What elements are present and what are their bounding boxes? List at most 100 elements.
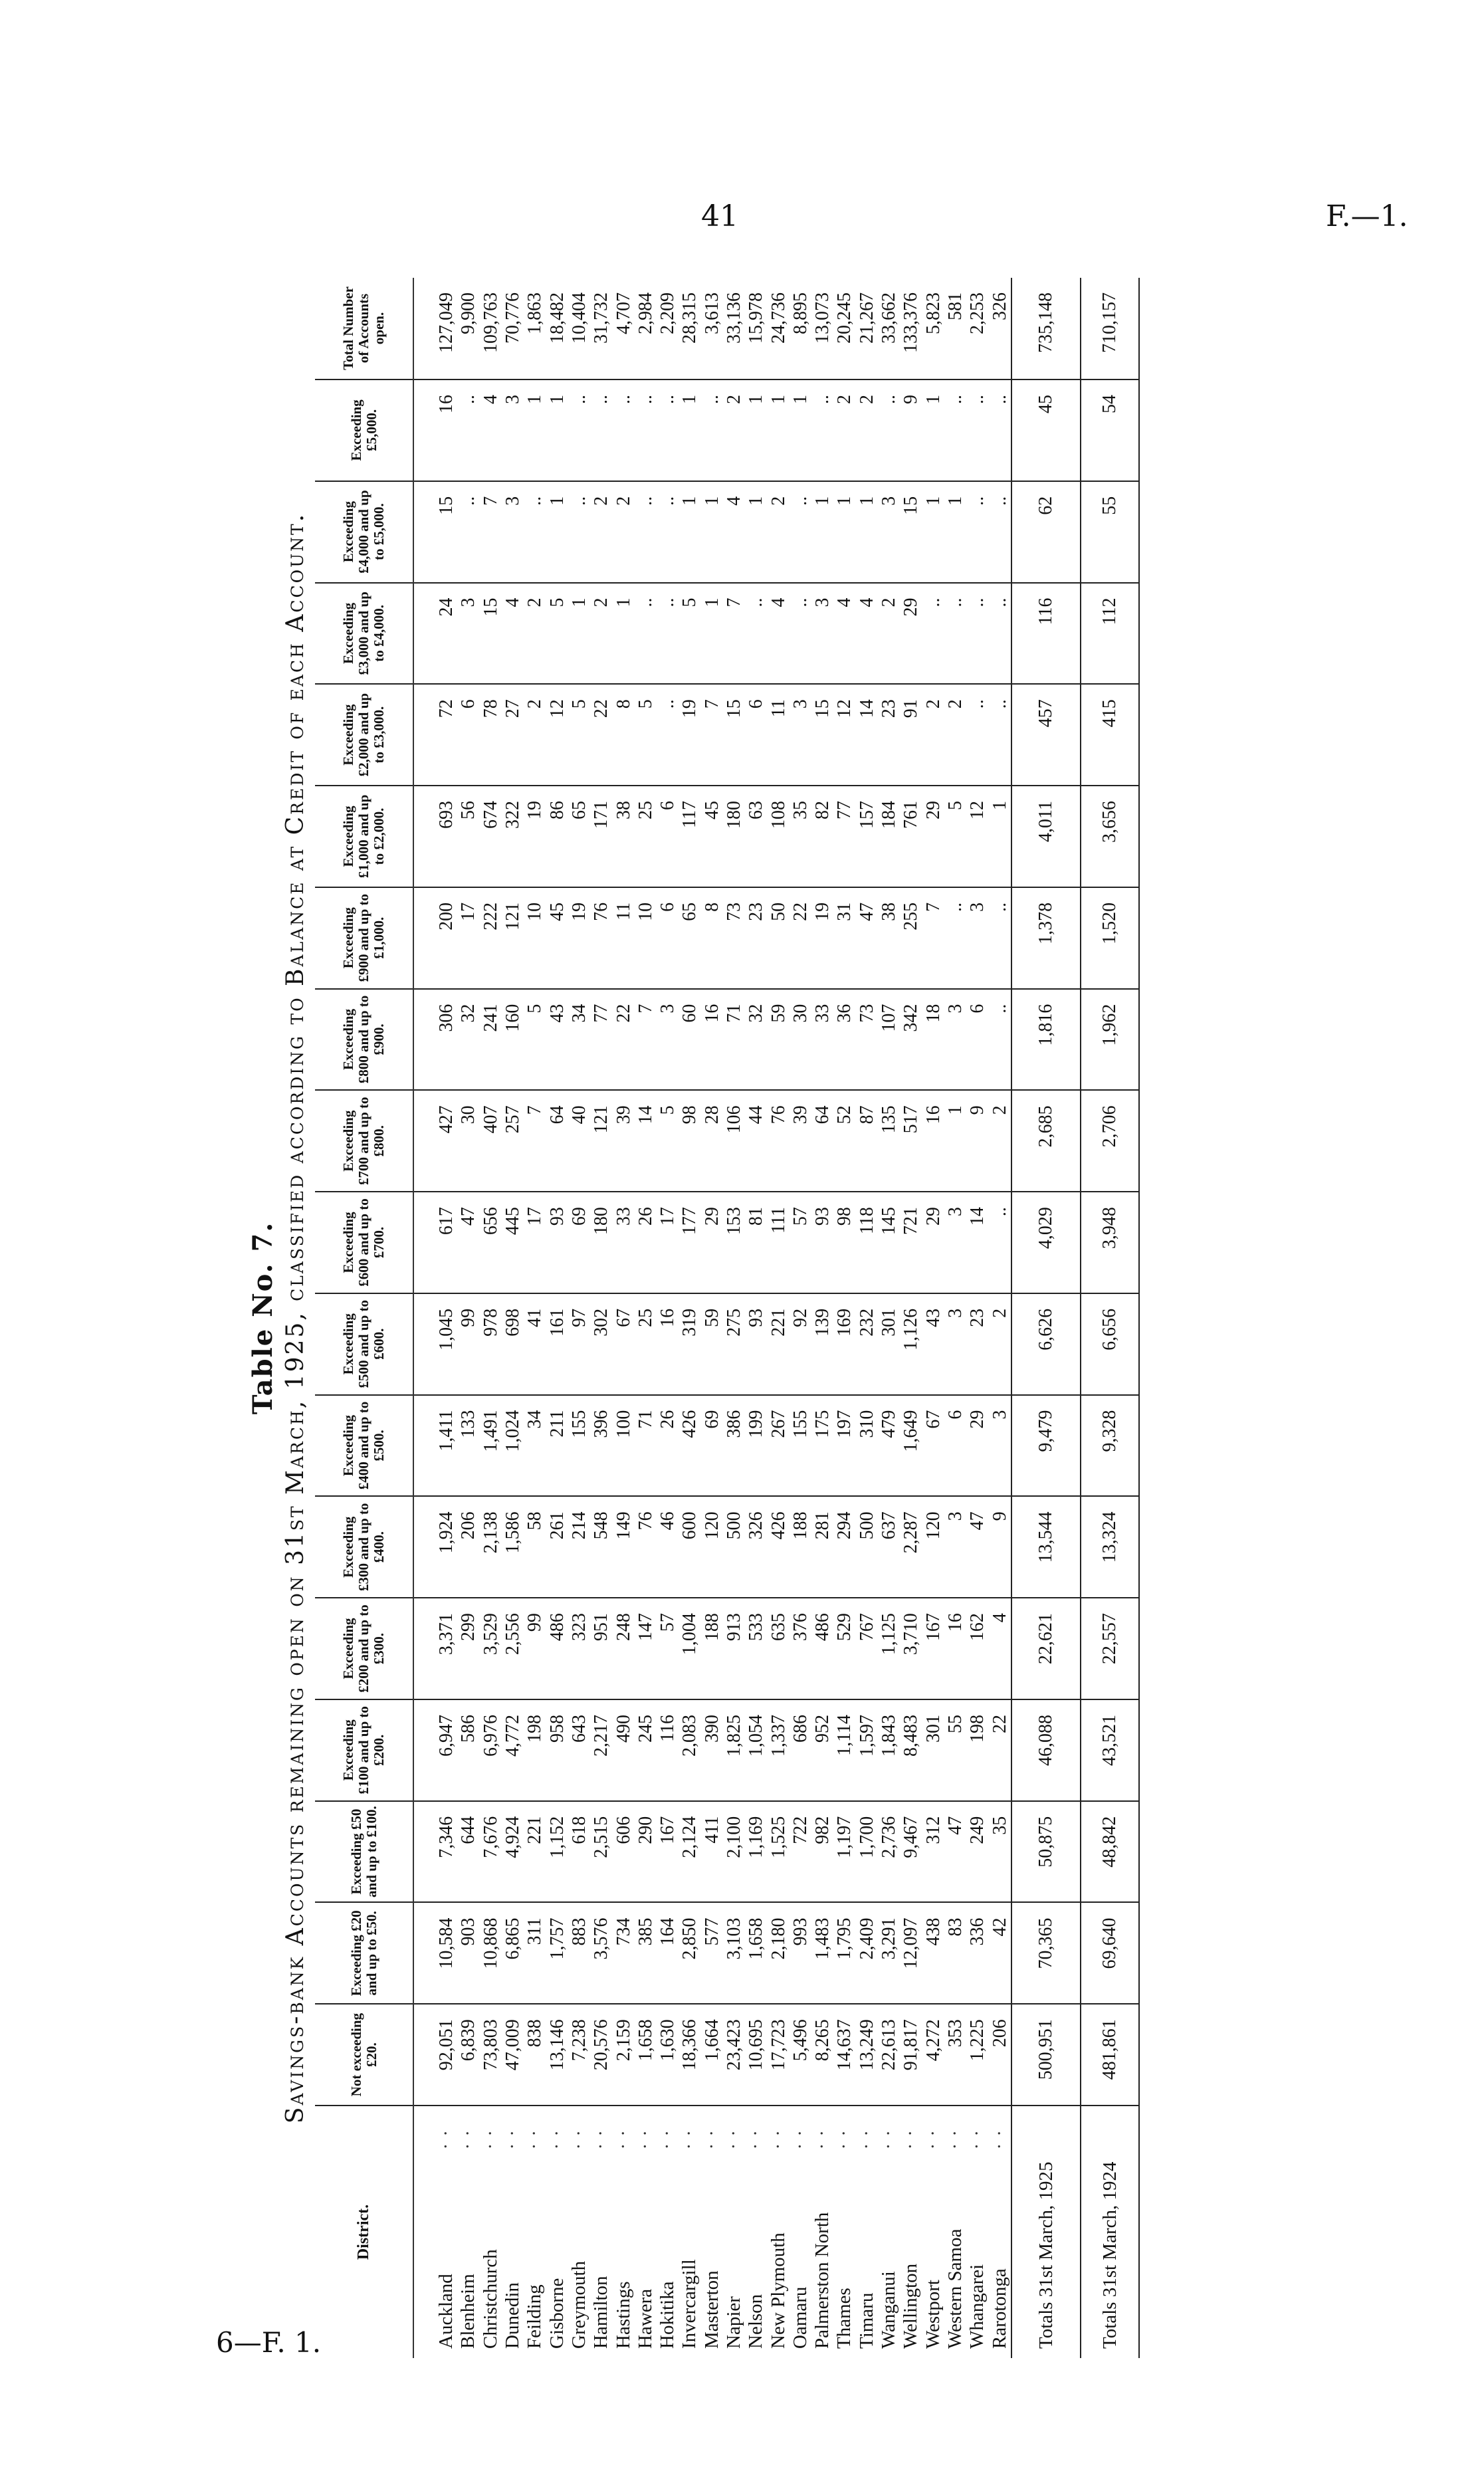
total-value-cell: 46,088 — [1011, 1699, 1081, 1801]
value-cell: 302 — [590, 1293, 613, 1395]
value-cell: .. — [634, 481, 657, 583]
value-cell: 1,664 — [700, 2004, 723, 2106]
value-cell: 72 — [413, 684, 458, 786]
value-cell: 5,823 — [922, 278, 944, 379]
value-cell: 221 — [767, 1293, 790, 1395]
value-cell: 43 — [922, 1293, 944, 1395]
dot-leader: ·· — [679, 2123, 700, 2150]
value-cell: 22,613 — [877, 2004, 901, 2106]
value-cell: 127,049 — [413, 278, 458, 379]
value-cell: 222 — [479, 887, 502, 989]
value-cell: 426 — [679, 1394, 701, 1497]
value-cell: 445 — [501, 1192, 524, 1293]
district-cell: Nelson ·· — [745, 2106, 767, 2358]
value-cell: .. — [789, 481, 812, 583]
value-cell: 16 — [944, 1598, 967, 1699]
value-cell: 7 — [479, 481, 502, 583]
value-cell: 206 — [457, 1496, 480, 1598]
value-cell: 19 — [524, 786, 546, 887]
value-cell: .. — [612, 379, 635, 481]
value-cell: 33 — [811, 988, 834, 1091]
value-cell: 24 — [413, 582, 458, 685]
total-value-cell: 9,328 — [1080, 1394, 1139, 1497]
district-cell: Western Samoa ·· — [944, 2106, 966, 2358]
dot-leader: ·· — [524, 2123, 546, 2150]
value-cell: 33,662 — [877, 278, 901, 379]
value-cell: 19 — [568, 887, 591, 989]
value-cell: 63 — [745, 786, 768, 887]
value-cell: 2,138 — [479, 1496, 502, 1598]
value-cell: 1,863 — [524, 278, 546, 379]
total-value-cell: 9,479 — [1011, 1394, 1081, 1497]
value-cell: 214 — [568, 1496, 591, 1598]
value-cell: 73 — [855, 988, 878, 1091]
dot-leader: ·· — [657, 2123, 679, 2150]
value-cell: 12,097 — [900, 1902, 922, 2004]
value-cell: 31 — [833, 887, 856, 989]
value-cell: 255 — [900, 887, 922, 989]
value-cell: 1,225 — [966, 2004, 989, 2106]
value-cell: 36 — [833, 988, 856, 1091]
dot-leader: ·· — [457, 2123, 479, 2150]
value-cell: 9,467 — [900, 1800, 922, 1903]
value-cell: 2 — [767, 481, 790, 583]
value-cell: 438 — [922, 1902, 944, 2004]
value-cell: 46 — [656, 1496, 679, 1598]
value-cell: 47,009 — [501, 2004, 524, 2106]
value-cell: 2,100 — [722, 1800, 746, 1903]
value-cell: 6 — [656, 786, 679, 887]
value-cell: 500 — [855, 1496, 878, 1598]
value-cell: 57 — [656, 1598, 679, 1699]
total-value-cell: 22,621 — [1011, 1598, 1081, 1699]
value-cell: 6,947 — [413, 1699, 458, 1801]
value-cell: 30 — [457, 1090, 480, 1192]
value-cell: 59 — [767, 988, 790, 1091]
value-cell: 982 — [811, 1800, 834, 1903]
dot-leader: ·· — [700, 2123, 722, 2150]
value-cell: 133,376 — [900, 278, 922, 379]
column-header: Total Number of Accounts open. — [315, 278, 413, 379]
value-cell: 1 — [679, 379, 701, 481]
value-cell: 4 — [855, 582, 878, 685]
value-cell: 25 — [634, 786, 657, 887]
value-cell: 16 — [656, 1293, 679, 1395]
value-cell: 73,803 — [479, 2004, 502, 2106]
value-cell: 1 — [855, 481, 878, 583]
value-cell: 3,103 — [722, 1902, 746, 2004]
value-cell: 958 — [546, 1699, 568, 1801]
district-name: Dunedin — [502, 2282, 524, 2349]
value-cell: 299 — [457, 1598, 480, 1699]
value-cell: 1 — [745, 481, 768, 583]
value-cell: 3 — [988, 1394, 1011, 1497]
column-header-district: District. — [315, 2106, 413, 2358]
district-cell: New Plymouth ·· — [767, 2106, 789, 2358]
value-cell: 1,658 — [634, 2004, 657, 2106]
dot-leader: ·· — [568, 2123, 589, 2150]
value-cell: 167 — [922, 1598, 944, 1699]
value-cell: 326 — [745, 1496, 768, 1598]
value-cell: 40 — [568, 1090, 591, 1192]
dot-leader: ·· — [811, 2123, 833, 2150]
value-cell: .. — [789, 582, 812, 685]
value-cell: 121 — [590, 1090, 613, 1192]
value-cell: 77 — [833, 786, 856, 887]
district-name: Timaru — [855, 2292, 877, 2349]
value-cell: 56 — [457, 786, 480, 887]
value-cell: 59 — [700, 1293, 723, 1395]
value-cell: 147 — [634, 1598, 657, 1699]
value-cell: 1,630 — [656, 2004, 679, 2106]
value-cell: 1 — [811, 481, 834, 583]
value-cell: 71 — [722, 988, 746, 1091]
value-cell: 10,695 — [745, 2004, 768, 2106]
district-name: New Plymouth — [767, 2232, 789, 2349]
value-cell: 3,576 — [590, 1902, 613, 2004]
value-cell: 86 — [546, 786, 568, 887]
total-value-cell: 1,520 — [1080, 887, 1139, 989]
table-row: Western Samoa ·· 353 83 47 55 16 3 6 3 3 1 3.. 5 2.. 1.… — [944, 278, 967, 2358]
table-row: Palmerston North ·· 8,265 1,483 982 952 486 281… — [811, 278, 834, 2358]
value-cell: 33 — [612, 1192, 635, 1293]
dot-leader: ·· — [435, 2123, 457, 2150]
value-cell: 23 — [745, 887, 768, 989]
value-cell: .. — [944, 379, 967, 481]
value-cell: 177 — [679, 1192, 701, 1293]
